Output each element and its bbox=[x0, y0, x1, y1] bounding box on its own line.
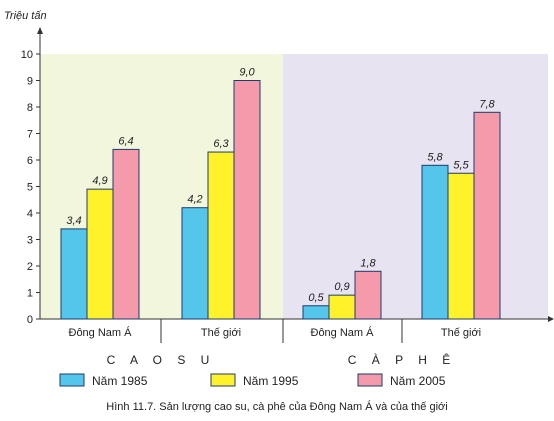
figure-caption: Hình 11.7. Sản lượng cao su, cà phê của … bbox=[106, 401, 448, 413]
data-label: 5,5 bbox=[453, 159, 469, 171]
data-label: 5,8 bbox=[427, 151, 443, 163]
bar-1-2-2 bbox=[207, 151, 235, 320]
legend-label-3: Năm 2005 bbox=[390, 374, 446, 388]
bar-2-1-2 bbox=[328, 294, 356, 320]
data-label: 6,3 bbox=[213, 138, 229, 150]
legend-swatch-1 bbox=[59, 373, 85, 387]
y-tick-label: 9 bbox=[27, 76, 33, 88]
y-axis-arrow bbox=[37, 27, 43, 34]
data-label: 4,9 bbox=[92, 175, 107, 187]
bar-2-2-2 bbox=[447, 172, 475, 320]
bar-1-1-1 bbox=[60, 228, 88, 320]
data-label: 1,8 bbox=[360, 257, 376, 269]
bar-1-1-2 bbox=[86, 188, 114, 320]
y-tick-label: 5 bbox=[27, 182, 33, 194]
y-tick-label: 4 bbox=[27, 208, 33, 220]
y-tick-label: 8 bbox=[27, 102, 33, 114]
legend-label-1: Năm 1985 bbox=[92, 374, 148, 388]
legend-swatch-3 bbox=[357, 373, 383, 387]
chart: Triệu tấn 0 1 2 3 4 5 6 7 8 9 10 3,4 4,9 6,4 Đông Nam Á… bbox=[4, 10, 554, 388]
data-label: 6,4 bbox=[118, 135, 133, 147]
bar-2-2-1 bbox=[421, 164, 449, 320]
category-label: Thế giới bbox=[201, 327, 241, 339]
group-background-2 bbox=[283, 54, 548, 319]
data-label: 7,8 bbox=[479, 98, 495, 110]
legend-swatch-2 bbox=[210, 373, 236, 387]
group-label: C A O S U bbox=[107, 353, 216, 367]
y-tick-label: 2 bbox=[27, 261, 33, 273]
y-tick-label: 1 bbox=[27, 288, 33, 300]
category-label: Đông Nam Á bbox=[311, 326, 375, 339]
bar-1-2-1 bbox=[181, 207, 209, 320]
y-tick-label: 3 bbox=[27, 235, 33, 247]
y-tick-label: 7 bbox=[27, 129, 33, 141]
bar-1-2-3 bbox=[233, 80, 261, 320]
y-tick-label: 0 bbox=[27, 314, 33, 326]
data-label: 0,5 bbox=[308, 292, 324, 304]
group-label: C À P H Ê bbox=[348, 352, 456, 367]
legend-label-2: Năm 1995 bbox=[243, 374, 299, 388]
bar-2-1-3 bbox=[354, 270, 382, 320]
x-axis-arrow bbox=[548, 316, 554, 322]
data-label: 4,2 bbox=[187, 194, 202, 206]
category-label: Thế giới bbox=[441, 327, 481, 339]
category-label: Đông Nam Á bbox=[69, 326, 133, 339]
bar-1-1-3 bbox=[112, 148, 140, 320]
y-axis-label: Triệu tấn bbox=[4, 10, 47, 22]
bar-2-2-3 bbox=[473, 111, 501, 320]
bar-2-1-1 bbox=[302, 305, 330, 320]
y-tick-label: 10 bbox=[21, 49, 33, 61]
data-label: 0,9 bbox=[334, 281, 349, 293]
data-label: 3,4 bbox=[66, 215, 81, 227]
y-tick-label: 6 bbox=[27, 155, 33, 167]
data-label: 9,0 bbox=[239, 67, 255, 79]
